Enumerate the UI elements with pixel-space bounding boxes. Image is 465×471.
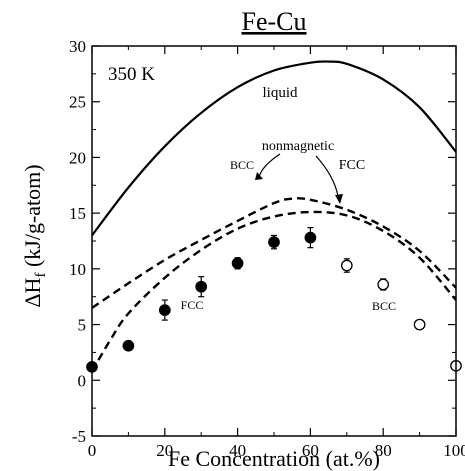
x-axis-label: Fe Concentration (at.%) bbox=[168, 446, 380, 471]
y-axis-label-main: ΔH bbox=[20, 277, 45, 307]
temperature-label: 350 K bbox=[108, 64, 155, 85]
data-point-fcc-measured bbox=[158, 304, 171, 316]
x-tick-label: 60 bbox=[302, 441, 319, 460]
y-axis-label: ΔHf (kJ/g-atom) bbox=[20, 164, 49, 307]
bcc-points-label: BCC bbox=[372, 299, 396, 313]
bcc-curve-label: BCC bbox=[230, 158, 254, 172]
data-point-bcc-measured bbox=[340, 259, 353, 272]
plot-frame bbox=[91, 45, 457, 437]
series-line-nonmagnetic-bcc bbox=[90, 210, 457, 372]
arrow-to-bcc-curve bbox=[258, 153, 281, 178]
y-tick-label: 25 bbox=[69, 93, 86, 112]
series-line-liquid bbox=[91, 60, 457, 237]
chart-title: Fe-Cu bbox=[242, 7, 307, 36]
liquid-label: liquid bbox=[262, 85, 298, 101]
arrow-to-bcc-curve-head bbox=[255, 172, 263, 180]
data-point-fcc-measured bbox=[195, 280, 208, 293]
x-tick-label: 40 bbox=[229, 441, 246, 460]
data-point-bcc-measured bbox=[413, 318, 426, 331]
series-line-nonmagnetic-fcc bbox=[91, 197, 457, 309]
arrow-to-fcc-curve-head bbox=[335, 194, 343, 204]
data-point-fcc-measured bbox=[304, 231, 317, 244]
y-tick-label: 15 bbox=[69, 204, 86, 223]
data-point-fcc-measured bbox=[231, 257, 244, 270]
y-axis-label-sub: f bbox=[33, 273, 49, 278]
x-tick-label: 20 bbox=[156, 441, 173, 460]
arrow-to-fcc-curve bbox=[315, 155, 339, 197]
y-tick-label: 0 bbox=[78, 371, 87, 390]
y-tick-label: 20 bbox=[69, 148, 86, 167]
fcc-curve-label: FCC bbox=[339, 158, 365, 173]
svg-text:ΔHf (kJ/g-atom): ΔHf (kJ/g-atom) bbox=[20, 164, 49, 307]
data-point-bcc-measured bbox=[377, 278, 390, 291]
y-tick-label: -5 bbox=[72, 427, 86, 446]
y-axis-label-units: (kJ/g-atom) bbox=[20, 164, 45, 272]
data-point-fcc-measured bbox=[268, 236, 280, 248]
x-tick-label: 0 bbox=[88, 441, 97, 460]
y-tick-label: 5 bbox=[78, 316, 87, 335]
x-tick-label: 100 bbox=[443, 441, 465, 460]
y-tick-label: 10 bbox=[69, 260, 86, 279]
data-point-fcc-measured bbox=[122, 339, 135, 352]
x-tick-label: 80 bbox=[375, 441, 392, 460]
fcc-points-label: FCC bbox=[181, 298, 204, 312]
y-tick-label: 30 bbox=[69, 37, 86, 56]
nonmagnetic-label: nonmagnetic bbox=[262, 139, 334, 154]
